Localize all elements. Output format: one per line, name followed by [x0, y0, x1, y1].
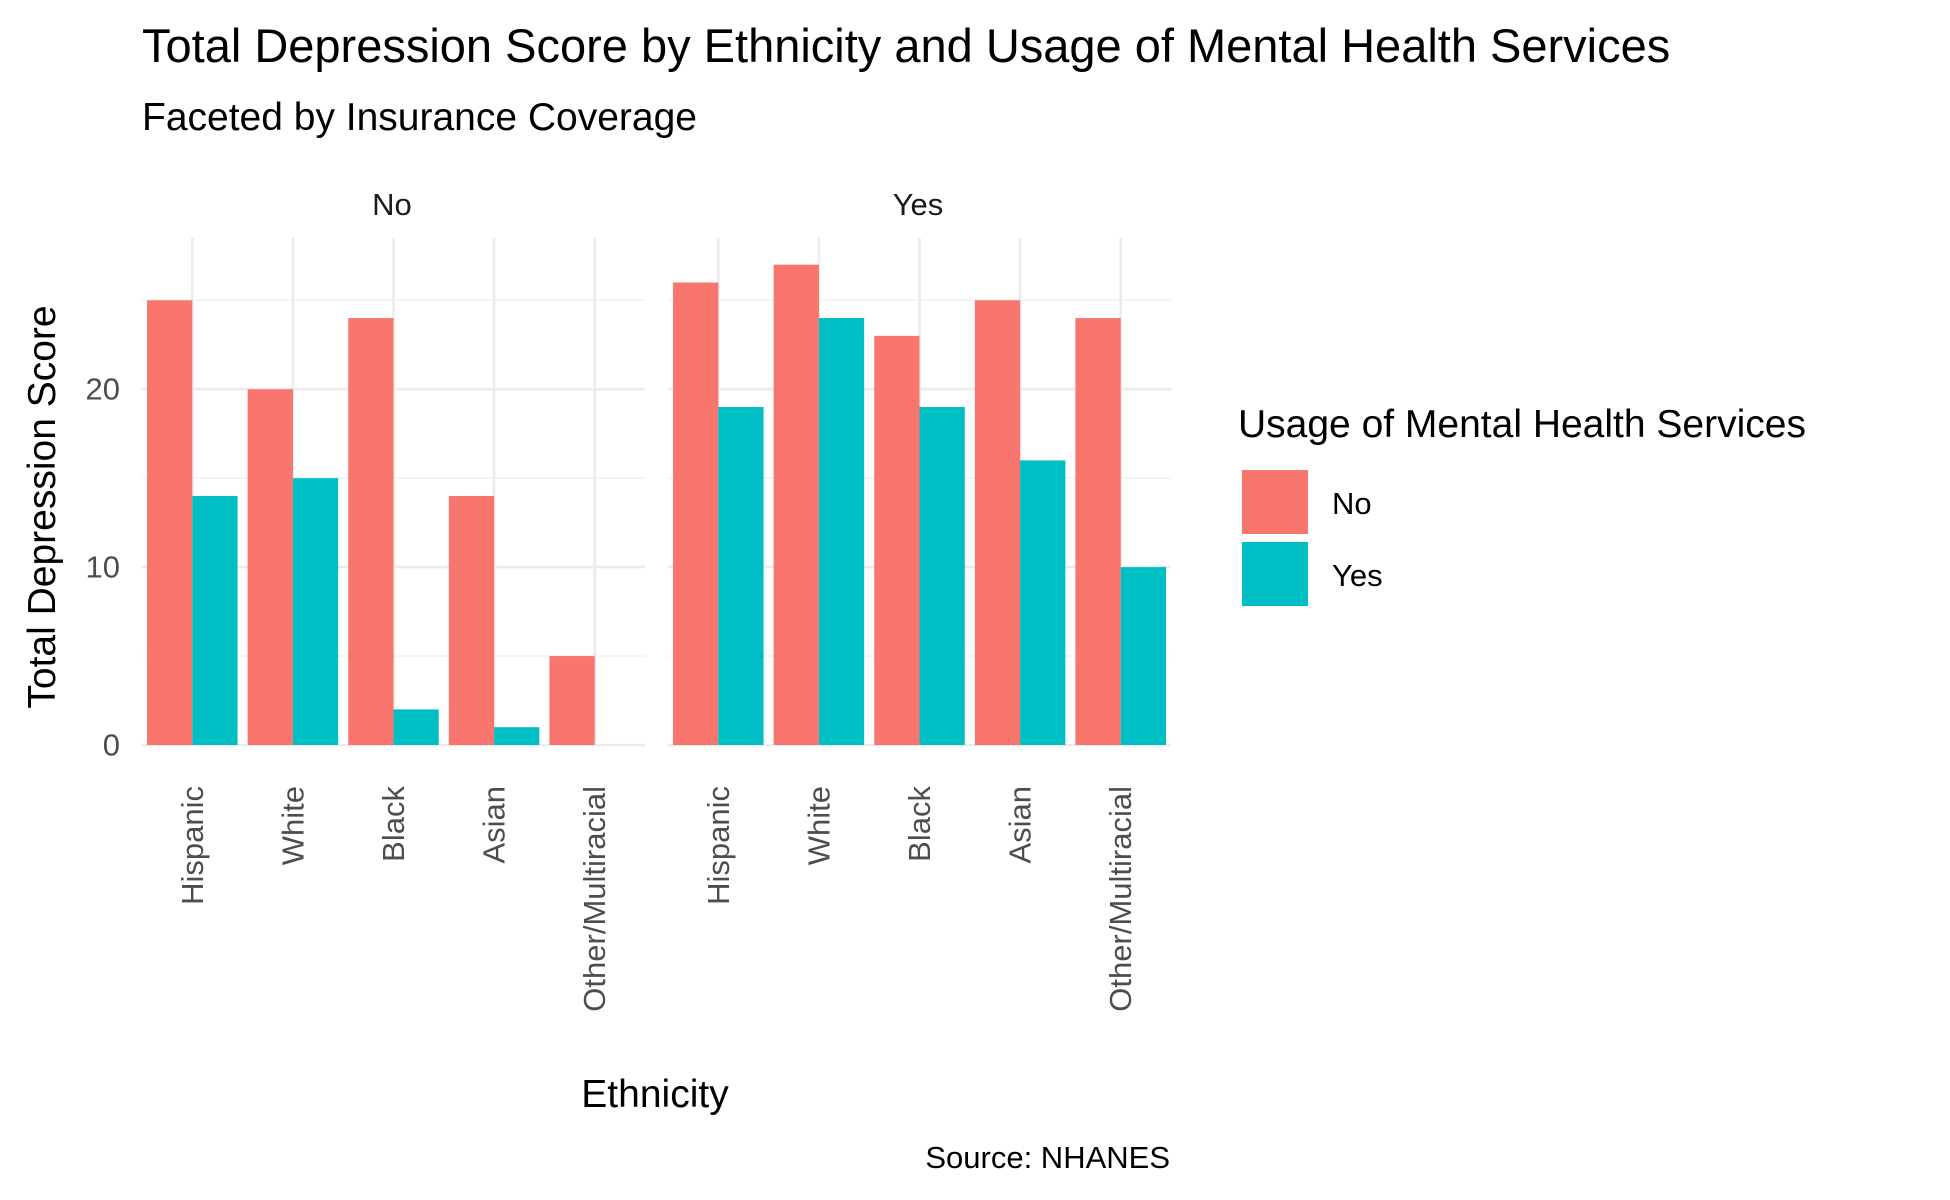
- bar-no-coverage-white-usage-yes: [292, 478, 339, 745]
- legend-label-yes: Yes: [1332, 558, 1383, 593]
- bar-no-coverage-white-usage-no: [247, 389, 293, 745]
- x-axis-ticks-yes: Hispanic White Black Asian Other/Multiracial: [701, 786, 1138, 1012]
- x-tick-label-black: Black: [376, 786, 411, 862]
- bar-no-coverage-black-usage-yes: [393, 709, 439, 745]
- bar-yes-coverage-asian-usage-no: [974, 300, 1021, 745]
- chart-title: Total Depression Score by Ethnicity and …: [142, 19, 1670, 72]
- x-tick-label-hispanic: Hispanic: [701, 786, 736, 905]
- facet-panel-no: [142, 238, 645, 747]
- bar-yes-coverage-black-usage-yes: [919, 407, 965, 745]
- y-tick-label: 20: [86, 372, 120, 407]
- x-tick-label-white: White: [275, 786, 310, 865]
- bar-yes-coverage-asian-usage-yes: [1020, 460, 1066, 745]
- legend-key-yes: [1242, 542, 1308, 606]
- bar-no-coverage-other-multiracial-usage-no: [549, 656, 595, 745]
- x-tick-label-asian: Asian: [477, 786, 512, 864]
- bar-yes-coverage-hispanic-usage-no: [673, 282, 719, 745]
- x-tick-label-black: Black: [902, 786, 937, 862]
- bar-no-coverage-hispanic-usage-no: [147, 300, 193, 745]
- legend-key-no: [1242, 470, 1308, 534]
- x-tick-label-other-multiracial: Other/Multiracial: [577, 786, 612, 1012]
- x-axis-ticks-no: Hispanic White Black Asian Other/Multiracial: [175, 786, 612, 1012]
- x-tick-label-hispanic: Hispanic: [175, 786, 210, 905]
- bar-yes-coverage-other-multiracial-usage-yes: [1120, 567, 1166, 745]
- y-axis-title: Total Depression Score: [21, 305, 64, 708]
- legend-title: Usage of Mental Health Services: [1238, 403, 1806, 446]
- bar-yes-coverage-white-usage-yes: [818, 318, 865, 745]
- y-tick-label: 0: [103, 728, 120, 763]
- bar-yes-coverage-white-usage-no: [773, 264, 819, 745]
- legend: Usage of Mental Health Services No Yes: [1238, 403, 1806, 606]
- bar-yes-coverage-hispanic-usage-yes: [718, 407, 764, 745]
- y-tick-label: 10: [86, 550, 120, 585]
- x-axis-title: Ethnicity: [581, 1073, 729, 1116]
- x-tick-label-other-multiracial: Other/Multiracial: [1103, 786, 1138, 1012]
- chart-caption: Source: NHANES: [925, 1140, 1170, 1175]
- legend-label-no: No: [1332, 486, 1372, 521]
- x-tick-label-asian: Asian: [1003, 786, 1038, 864]
- bar-yes-coverage-other-multiracial-usage-no: [1075, 318, 1121, 745]
- facet-strip-label-yes: Yes: [893, 187, 944, 222]
- x-tick-label-white: White: [801, 786, 836, 865]
- bar-no-coverage-black-usage-no: [348, 318, 394, 745]
- bar-no-coverage-asian-usage-no: [448, 495, 495, 745]
- facet-panel-yes: [668, 238, 1171, 747]
- facet-strip-label-no: No: [372, 187, 412, 222]
- bar-no-coverage-asian-usage-yes: [494, 727, 540, 745]
- y-axis-ticks: 0 10 20: [86, 372, 120, 763]
- chart-subtitle: Faceted by Insurance Coverage: [142, 96, 697, 139]
- bar-no-coverage-hispanic-usage-yes: [192, 495, 238, 745]
- bar-yes-coverage-black-usage-no: [874, 335, 920, 745]
